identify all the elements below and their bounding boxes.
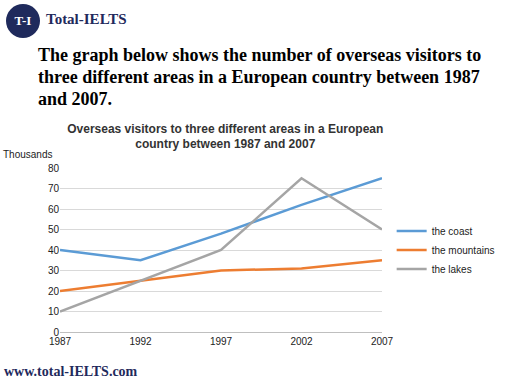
svg-text:1987: 1987 [49, 336, 72, 347]
svg-text:the mountains: the mountains [432, 245, 495, 256]
svg-text:50: 50 [48, 224, 60, 235]
svg-text:Thousands: Thousands [3, 149, 52, 160]
svg-text:1992: 1992 [129, 336, 152, 347]
svg-text:the lakes: the lakes [432, 264, 472, 275]
html-text:www.total-IELTS.com: www.total-IELTS.com [4, 364, 138, 379]
svg-text:1997: 1997 [210, 336, 233, 347]
svg-text:30: 30 [48, 265, 60, 276]
html-text:T-I: T-I [14, 13, 32, 28]
svg-text:0: 0 [53, 327, 59, 338]
svg-text:20: 20 [48, 286, 60, 297]
svg-text:2007: 2007 [371, 336, 394, 347]
svg-text:10: 10 [48, 306, 60, 317]
svg-text:Overseas visitors to three dif: Overseas visitors to three different are… [67, 122, 383, 152]
svg-text:60: 60 [48, 204, 60, 215]
svg-text:2002: 2002 [290, 336, 313, 347]
svg-text:70: 70 [48, 183, 60, 194]
svg-text:the coast: the coast [432, 226, 473, 237]
svg-text:80: 80 [48, 163, 60, 174]
svg-text:40: 40 [48, 245, 60, 256]
html-text:The graph below shows the numb: The graph below shows the number of over… [38, 45, 482, 109]
html-text:Total-IELTS: Total-IELTS [46, 11, 127, 27]
